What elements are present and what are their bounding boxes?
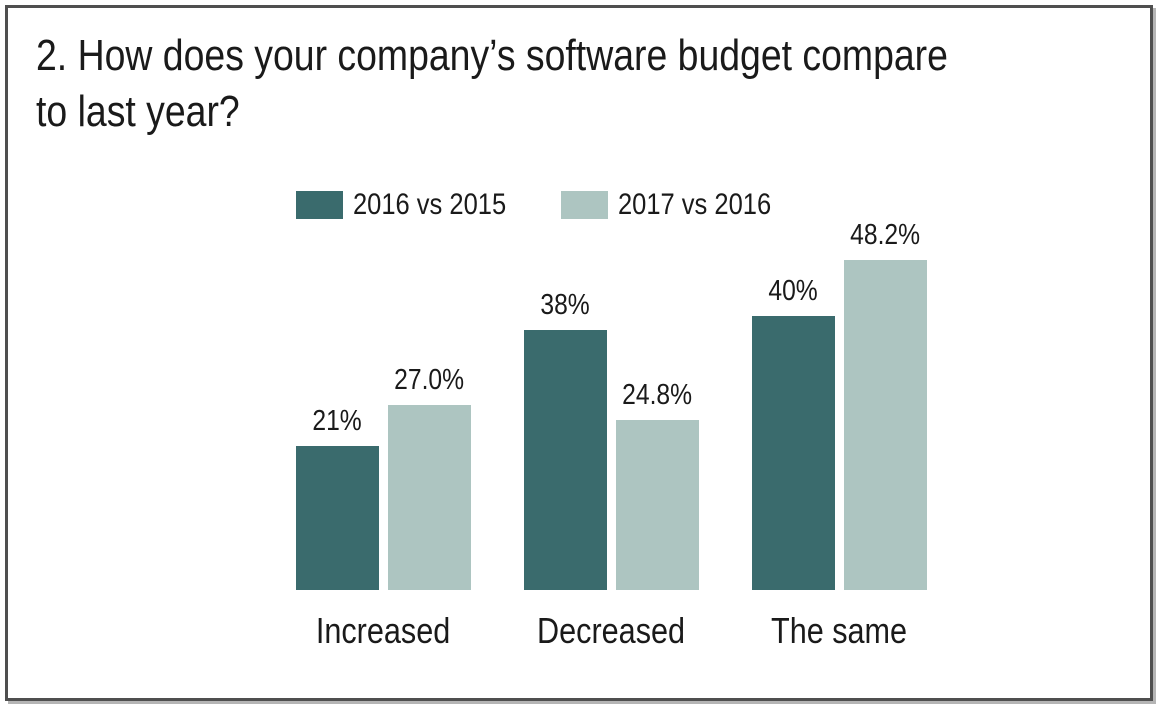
legend-label-2016-vs-2015: 2016 vs 2015 <box>353 188 507 221</box>
bar-value-text-2017-vs-2016-decreased: 24.8% <box>622 379 693 411</box>
bar-value-label-2016-vs-2015-increased: 21% <box>308 405 366 438</box>
bar-2017-vs-2016-the-same <box>844 260 927 590</box>
legend-swatch-2017-vs-2016 <box>561 191 609 219</box>
category-text-the-same: The same <box>771 610 908 651</box>
category-label-increased: Increased <box>284 610 484 652</box>
category-label-decreased: Decreased <box>512 610 712 652</box>
chart-title-line1: 2. How does your company’s software budg… <box>36 31 948 80</box>
chart-frame: 2. How does your company’s software budg… <box>5 5 1153 701</box>
bar-value-text-2016-vs-2015-decreased: 38% <box>540 289 591 321</box>
category-text-decreased: Decreased <box>537 610 686 651</box>
bar-group-decreased: 38% 24.8% <box>524 289 699 590</box>
bar-value-text-2016-vs-2015-the-same: 40% <box>768 275 819 307</box>
bar-value-text-2016-vs-2015-increased: 21% <box>312 405 363 437</box>
bar-value-label-2016-vs-2015-decreased: 38% <box>536 289 594 322</box>
bar-value-text-2017-vs-2016-increased: 27.0% <box>394 364 465 396</box>
legend-swatch-2016-vs-2015 <box>296 191 343 219</box>
legend-item-2017-vs-2016: 2017 vs 2016 <box>561 188 798 222</box>
chart-title: 2. How does your company’s software budg… <box>36 28 963 140</box>
bar-2016-vs-2015-increased <box>296 446 379 590</box>
bar-column-2017-vs-2016-decreased: 24.8% <box>616 379 699 590</box>
plot-area: 21% 27.0% 38% 24.8% 40% 48.2% <box>8 8 1150 590</box>
bar-column-2016-vs-2015-increased: 21% <box>296 405 379 590</box>
legend-item-2016-vs-2015: 2016 vs 2015 <box>296 188 533 222</box>
legend-label-2017-vs-2016: 2017 vs 2016 <box>618 188 772 221</box>
chart-legend: 2016 vs 2015 2017 vs 2016 <box>296 188 798 222</box>
bar-value-label-2017-vs-2016-increased: 27.0% <box>388 364 470 397</box>
bar-value-text-2017-vs-2016-the-same: 48.2% <box>850 219 921 251</box>
bar-column-2016-vs-2015-the-same: 40% <box>752 275 835 590</box>
bar-2017-vs-2016-increased <box>388 405 471 590</box>
bar-value-label-2017-vs-2016-the-same: 48.2% <box>844 219 926 252</box>
bar-value-label-2016-vs-2015-the-same: 40% <box>764 275 822 308</box>
bar-value-label-2017-vs-2016-decreased: 24.8% <box>616 379 698 412</box>
category-axis: Increased Decreased The same <box>8 610 1150 660</box>
bar-group-the-same: 40% 48.2% <box>752 219 927 590</box>
bar-column-2017-vs-2016-increased: 27.0% <box>388 364 471 590</box>
bar-2017-vs-2016-decreased <box>616 420 699 590</box>
bar-column-2017-vs-2016-the-same: 48.2% <box>844 219 927 590</box>
category-text-increased: Increased <box>316 610 451 651</box>
bar-column-2016-vs-2015-decreased: 38% <box>524 289 607 590</box>
bar-2016-vs-2015-the-same <box>752 316 835 590</box>
bar-group-increased: 21% 27.0% <box>296 364 471 590</box>
bar-2016-vs-2015-decreased <box>524 330 607 590</box>
chart-title-line2: to last year? <box>36 87 240 136</box>
category-label-the-same: The same <box>740 610 940 652</box>
